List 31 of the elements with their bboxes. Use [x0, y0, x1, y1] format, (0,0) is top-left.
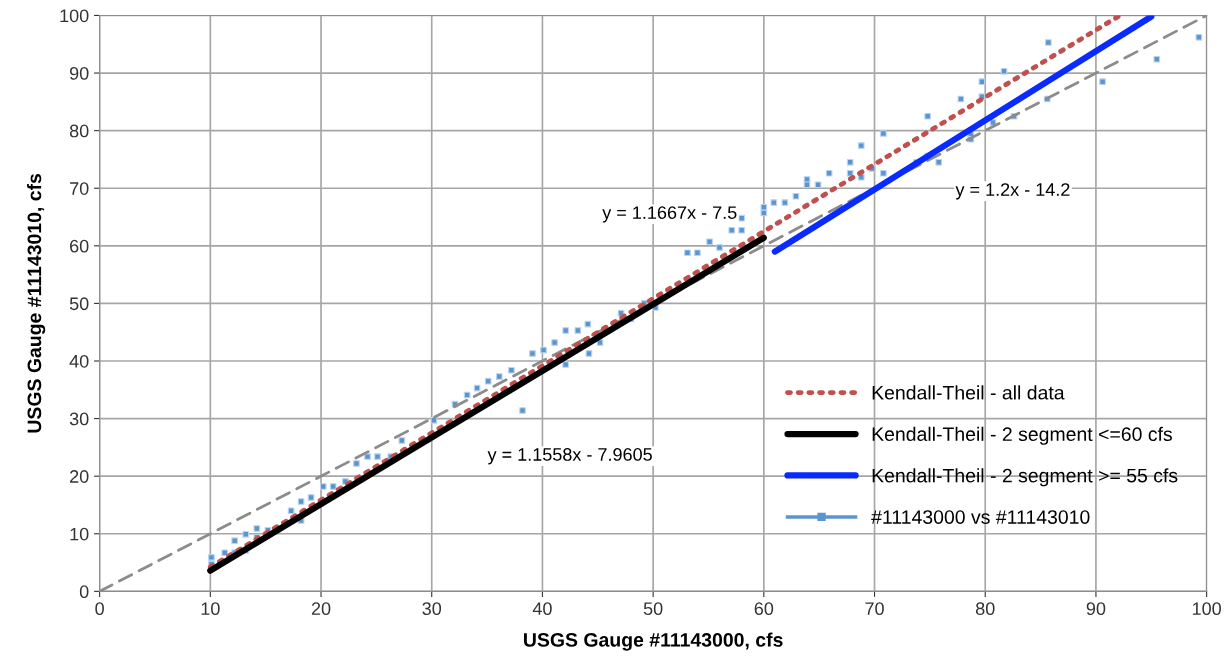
- x-tick-label: 0: [95, 602, 104, 616]
- y-tick-label: 100: [60, 9, 89, 23]
- y-tick-label: 30: [69, 412, 89, 426]
- annotation: y = 1.1558x - 7.9605: [487, 448, 652, 465]
- legend-label: Kendall-Theil - 2 segment >= 55 cfs: [872, 468, 1178, 487]
- y-tick-label: 10: [70, 527, 89, 541]
- x-tick-label: 70: [865, 602, 884, 616]
- x-tick-label: 40: [532, 602, 552, 616]
- y-tick-label: 0: [79, 585, 89, 599]
- x-axis-title: USGS Gauge #11143000, cfs: [524, 632, 783, 651]
- y-axis-title: USGS Gauge #11143010, cfs: [26, 173, 46, 433]
- annotation: y = 1.2x - 14.2: [955, 183, 1070, 200]
- legend-label: Kendall-Theil - all data: [872, 385, 1065, 400]
- legend-label: Kendall-Theil - 2 segment <=60 cfs: [872, 426, 1172, 445]
- y-tick-label: 50: [69, 297, 89, 311]
- x-tick-label: 100: [1192, 602, 1221, 616]
- x-tick-label: 80: [975, 602, 995, 616]
- x-tick-label: 60: [754, 602, 774, 616]
- y-tick-label: 80: [69, 124, 89, 138]
- y-tick-label: 90: [69, 66, 89, 80]
- x-tick-label: 10: [201, 602, 220, 616]
- y-tick-label: 20: [70, 470, 89, 483]
- y-tick-label: 60: [70, 239, 89, 253]
- legend-label: #11143000 vs #11143010: [871, 510, 1090, 524]
- y-tick-label: 70: [70, 182, 89, 195]
- x-tick-label: 30: [422, 602, 442, 616]
- annotation: y = 1.1667x - 7.5: [602, 206, 737, 223]
- y-tick-label: 40: [69, 354, 89, 368]
- x-tick-label: 20: [311, 602, 331, 616]
- x-tick-label: 90: [1086, 602, 1106, 616]
- x-tick-label: 50: [643, 602, 663, 616]
